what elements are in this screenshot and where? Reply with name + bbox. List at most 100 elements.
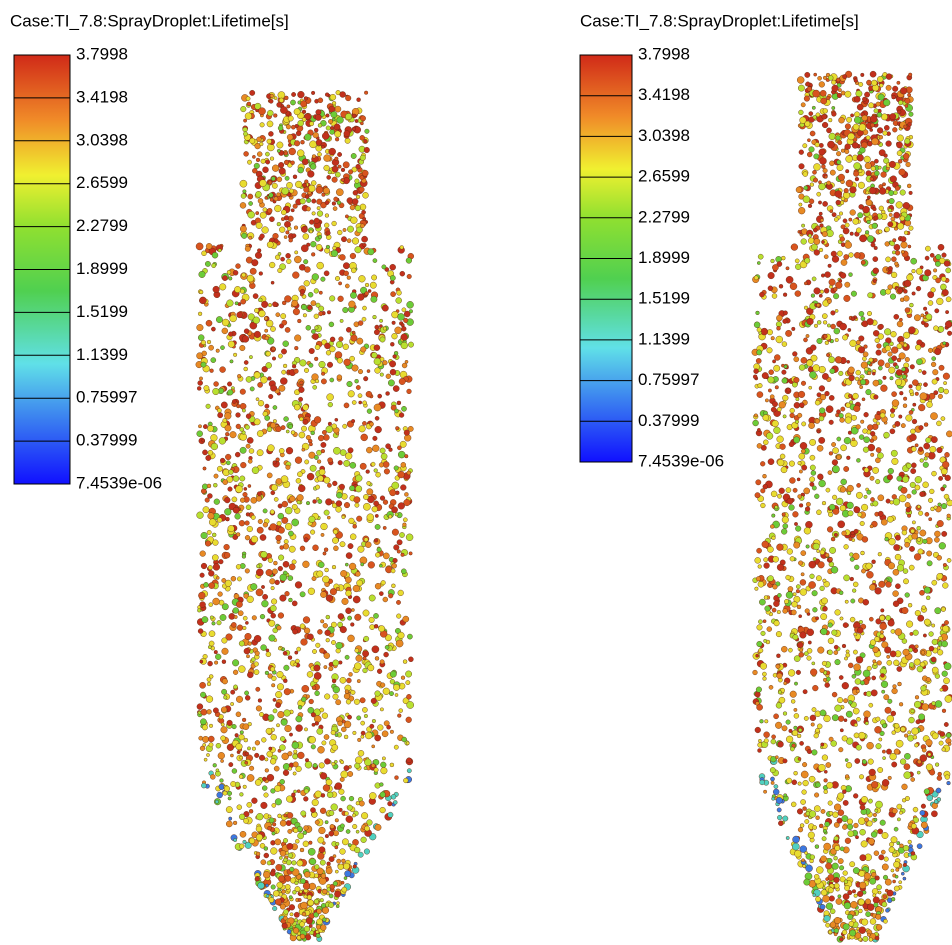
droplet xyxy=(867,318,874,325)
droplet xyxy=(777,407,781,411)
droplet xyxy=(292,504,297,509)
droplet xyxy=(905,357,910,362)
droplet xyxy=(353,190,358,195)
droplet xyxy=(811,723,815,727)
droplet xyxy=(358,394,362,398)
droplet xyxy=(886,141,892,147)
droplet xyxy=(844,880,848,884)
droplet xyxy=(351,419,355,423)
droplet xyxy=(826,762,831,767)
droplet xyxy=(889,367,896,374)
droplet xyxy=(814,73,817,76)
droplet xyxy=(819,248,823,252)
droplet xyxy=(296,478,301,483)
droplet xyxy=(221,759,224,762)
droplet xyxy=(225,425,231,431)
droplet xyxy=(786,736,793,743)
droplet xyxy=(242,336,249,343)
droplet xyxy=(308,588,315,595)
droplet xyxy=(320,592,326,598)
droplet xyxy=(895,365,899,369)
droplet xyxy=(218,413,223,418)
droplet xyxy=(337,375,342,380)
droplet xyxy=(878,891,881,894)
droplet xyxy=(383,688,390,695)
droplet xyxy=(807,318,814,325)
droplet xyxy=(403,660,407,664)
droplet xyxy=(896,142,902,148)
droplet xyxy=(932,803,938,809)
droplet xyxy=(360,155,366,161)
droplet xyxy=(873,380,879,386)
droplet xyxy=(380,496,385,501)
droplet xyxy=(759,599,765,605)
droplet xyxy=(812,707,816,711)
droplet xyxy=(864,156,871,163)
droplet xyxy=(347,276,351,280)
droplet xyxy=(891,272,897,278)
droplet xyxy=(332,481,337,486)
droplet xyxy=(772,294,777,299)
droplet xyxy=(819,82,825,88)
droplet xyxy=(335,352,342,359)
droplet xyxy=(774,784,778,788)
droplet xyxy=(329,894,333,898)
droplet xyxy=(198,592,205,599)
droplet xyxy=(881,114,887,120)
droplet xyxy=(854,79,858,83)
droplet xyxy=(263,167,269,173)
droplet xyxy=(884,857,889,862)
droplet xyxy=(233,608,239,614)
droplet xyxy=(252,168,257,173)
droplet xyxy=(867,196,870,199)
droplet xyxy=(227,300,234,307)
droplet xyxy=(295,886,300,891)
droplet xyxy=(252,259,259,266)
droplet xyxy=(349,563,356,570)
droplet xyxy=(319,312,323,316)
droplet xyxy=(778,821,783,826)
droplet xyxy=(333,881,338,886)
droplet xyxy=(938,636,942,640)
droplet xyxy=(353,865,357,869)
droplet xyxy=(315,379,319,383)
droplet xyxy=(262,600,269,607)
droplet xyxy=(271,484,277,490)
droplet xyxy=(222,604,228,610)
droplet xyxy=(313,500,317,504)
droplet xyxy=(814,238,820,244)
droplet xyxy=(281,425,285,429)
droplet xyxy=(317,919,323,925)
droplet xyxy=(866,171,872,177)
droplet xyxy=(815,845,819,849)
droplet xyxy=(361,563,364,566)
droplet xyxy=(219,714,224,719)
droplet xyxy=(832,213,836,217)
droplet xyxy=(265,152,269,156)
droplet xyxy=(264,793,269,798)
droplet xyxy=(241,233,247,239)
droplet xyxy=(828,650,833,655)
droplet xyxy=(879,738,882,741)
droplet xyxy=(254,635,261,642)
droplet xyxy=(321,372,325,376)
droplet xyxy=(343,263,349,269)
droplet xyxy=(880,615,885,620)
droplet xyxy=(375,416,379,420)
droplet xyxy=(309,841,313,845)
droplet xyxy=(228,390,234,396)
droplet xyxy=(306,207,310,211)
droplet xyxy=(292,300,298,306)
droplet xyxy=(803,807,807,811)
droplet xyxy=(285,507,292,514)
droplet xyxy=(347,715,351,719)
droplet xyxy=(921,804,926,809)
droplet xyxy=(326,426,333,433)
droplet xyxy=(879,135,883,139)
droplet xyxy=(293,754,298,759)
droplet xyxy=(759,292,764,297)
droplet xyxy=(826,406,833,413)
droplet xyxy=(395,776,399,780)
droplet xyxy=(353,596,360,603)
droplet xyxy=(792,843,799,850)
